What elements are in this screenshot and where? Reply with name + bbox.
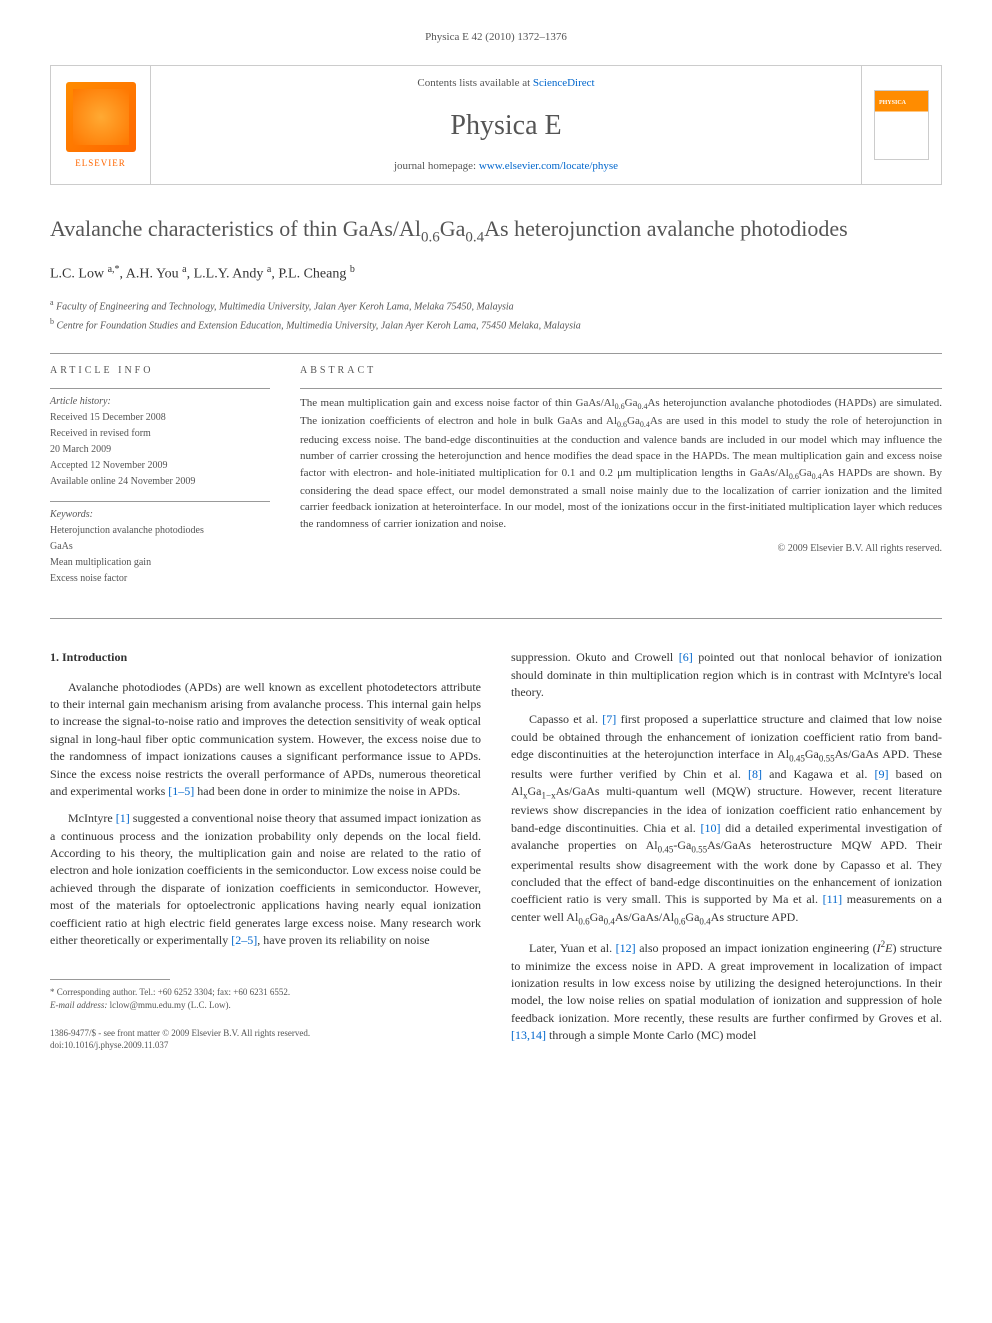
issn-line: 1386-9477/$ - see front matter © 2009 El…	[50, 1027, 481, 1040]
affiliation: b Centre for Foundation Studies and Exte…	[50, 316, 942, 333]
footer-meta: 1386-9477/$ - see front matter © 2009 El…	[50, 1027, 481, 1052]
body-paragraph: McIntyre [1] suggested a conventional no…	[50, 810, 481, 949]
journal-cover-icon	[874, 90, 929, 160]
article-info-heading: ARTICLE INFO	[50, 364, 270, 378]
keywords-label: Keywords:	[50, 508, 270, 522]
divider	[50, 618, 942, 619]
journal-banner: ELSEVIER Contents lists available at Sci…	[50, 65, 942, 185]
sciencedirect-link[interactable]: ScienceDirect	[533, 77, 595, 89]
authors-line: L.C. Low a,*, A.H. You a, L.L.Y. Andy a,…	[50, 263, 942, 284]
article-history: Article history: Received 15 December 20…	[50, 395, 270, 489]
revised-label: Received in revised form	[50, 427, 270, 441]
keyword: Mean multiplication gain	[50, 556, 270, 570]
body-paragraph: Avalanche photodiodes (APDs) are well kn…	[50, 679, 481, 801]
online-date: Available online 24 November 2009	[50, 475, 270, 489]
abstract: ABSTRACT The mean multiplication gain an…	[300, 364, 942, 598]
keyword: GaAs	[50, 540, 270, 554]
abstract-text: The mean multiplication gain and excess …	[300, 395, 942, 532]
elsevier-tree-icon	[66, 82, 136, 152]
article-title: Avalanche characteristics of thin GaAs/A…	[50, 215, 942, 248]
banner-center: Contents lists available at ScienceDirec…	[151, 66, 861, 184]
history-label: Article history:	[50, 395, 270, 409]
journal-cover-block	[861, 66, 941, 184]
abstract-copyright: © 2009 Elsevier B.V. All rights reserved…	[300, 542, 942, 556]
divider	[300, 388, 942, 389]
corresponding-author-footnote: * Corresponding author. Tel.: +60 6252 3…	[50, 986, 481, 1011]
keyword: Heterojunction avalanche photodiodes	[50, 524, 270, 538]
doi-line: doi:10.1016/j.physe.2009.11.037	[50, 1039, 481, 1052]
body-paragraph: Later, Yuan et al. [12] also proposed an…	[511, 938, 942, 1044]
contents-available-line: Contents lists available at ScienceDirec…	[417, 76, 594, 91]
publisher-name: ELSEVIER	[75, 157, 126, 170]
email-line: E-mail address: lclow@mmu.edu.my (L.C. L…	[50, 999, 481, 1012]
body-paragraph: Capasso et al. [7] first proposed a supe…	[511, 711, 942, 928]
divider	[50, 501, 270, 502]
divider	[50, 388, 270, 389]
abstract-heading: ABSTRACT	[300, 364, 942, 378]
body-paragraph: suppression. Okuto and Crowell [6] point…	[511, 649, 942, 701]
info-abstract-row: ARTICLE INFO Article history: Received 1…	[50, 364, 942, 598]
revised-date: 20 March 2009	[50, 443, 270, 457]
email-label: E-mail address:	[50, 1000, 107, 1010]
journal-title: Physica E	[450, 106, 561, 145]
keyword: Excess noise factor	[50, 572, 270, 586]
received-date: Received 15 December 2008	[50, 411, 270, 425]
keywords-block: Keywords: Heterojunction avalanche photo…	[50, 508, 270, 586]
homepage-link[interactable]: www.elsevier.com/locate/physe	[479, 160, 618, 172]
homepage-prefix: journal homepage:	[394, 160, 479, 172]
affiliation: a Faculty of Engineering and Technology,…	[50, 297, 942, 314]
corresponding-text: * Corresponding author. Tel.: +60 6252 3…	[50, 986, 481, 999]
accepted-date: Accepted 12 November 2009	[50, 459, 270, 473]
affiliations: a Faculty of Engineering and Technology,…	[50, 297, 942, 334]
body-columns: 1. Introduction Avalanche photodiodes (A…	[50, 649, 942, 1054]
contents-prefix: Contents lists available at	[417, 77, 532, 89]
running-header: Physica E 42 (2010) 1372–1376	[50, 30, 942, 45]
homepage-line: journal homepage: www.elsevier.com/locat…	[394, 159, 618, 174]
footnote-divider	[50, 979, 170, 980]
column-right: suppression. Okuto and Crowell [6] point…	[511, 649, 942, 1054]
email-value: lclow@mmu.edu.my (L.C. Low).	[110, 1000, 231, 1010]
section-heading: 1. Introduction	[50, 649, 481, 666]
article-info: ARTICLE INFO Article history: Received 1…	[50, 364, 270, 598]
publisher-logo-block: ELSEVIER	[51, 66, 151, 184]
column-left: 1. Introduction Avalanche photodiodes (A…	[50, 649, 481, 1054]
divider	[50, 353, 942, 354]
